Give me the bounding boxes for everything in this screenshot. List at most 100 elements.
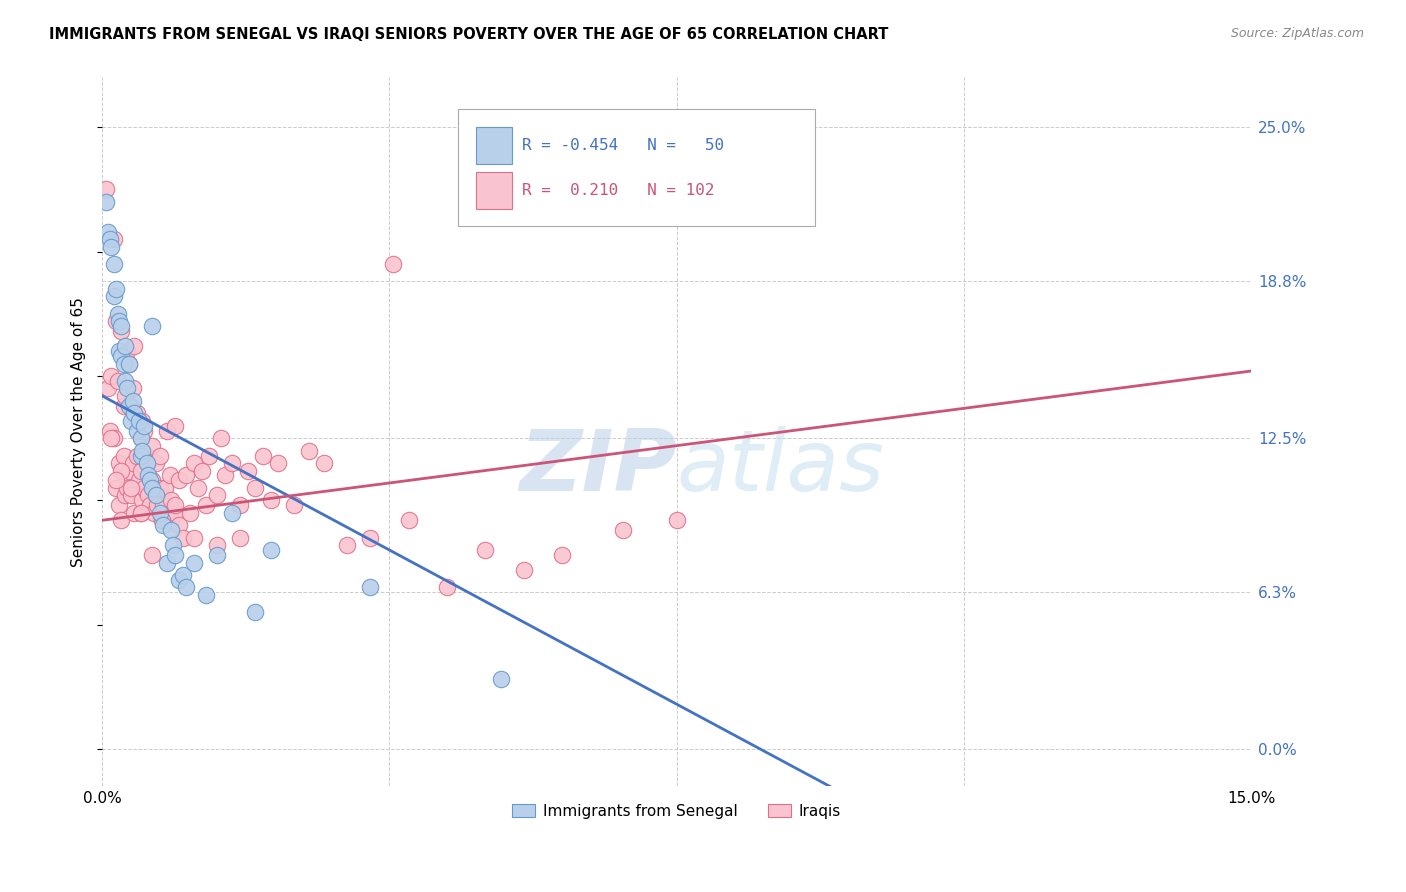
Point: [118, 463, 141, 477]
Point: [115, 381, 138, 395]
Point: [121, 456, 143, 470]
Point: [160, 513, 183, 527]
Point: [138, 474, 160, 488]
Point: [141, 439, 163, 453]
Point: [98, 232, 121, 246]
Point: [146, 499, 169, 513]
Point: [110, 324, 132, 338]
Point: [176, 581, 198, 595]
Text: Source: ZipAtlas.com: Source: ZipAtlas.com: [1230, 27, 1364, 40]
Point: [551, 548, 574, 562]
Point: [134, 481, 156, 495]
Point: [149, 506, 172, 520]
Point: [156, 556, 179, 570]
Point: [112, 357, 135, 371]
Point: [156, 424, 179, 438]
Point: [214, 468, 236, 483]
Point: [245, 605, 267, 619]
Point: [103, 257, 125, 271]
Point: [124, 406, 146, 420]
Point: [103, 431, 125, 445]
Point: [129, 449, 152, 463]
Point: [114, 339, 136, 353]
Point: [100, 431, 122, 445]
Point: [612, 523, 634, 537]
Point: [103, 232, 125, 246]
Point: [183, 556, 205, 570]
Point: [118, 399, 141, 413]
Point: [120, 488, 142, 502]
Point: [129, 506, 152, 520]
Point: [359, 531, 381, 545]
Point: [108, 456, 131, 470]
Point: [105, 314, 128, 328]
Point: [115, 481, 138, 495]
Point: [172, 531, 194, 545]
Point: [114, 374, 136, 388]
Point: [179, 506, 201, 520]
Point: [138, 499, 160, 513]
Point: [134, 418, 156, 433]
Point: [107, 374, 129, 388]
Point: [252, 449, 274, 463]
Point: [163, 418, 186, 433]
Point: [145, 456, 167, 470]
Point: [131, 414, 153, 428]
Point: [145, 488, 167, 502]
Point: [209, 431, 232, 445]
Point: [245, 481, 267, 495]
Point: [283, 499, 305, 513]
Point: [124, 506, 146, 520]
Point: [110, 319, 132, 334]
Point: [152, 518, 174, 533]
Point: [236, 463, 259, 477]
Text: IMMIGRANTS FROM SENEGAL VS IRAQI SENIORS POVERTY OVER THE AGE OF 65 CORRELATION : IMMIGRANTS FROM SENEGAL VS IRAQI SENIORS…: [49, 27, 889, 42]
Point: [110, 463, 132, 477]
Point: [135, 456, 157, 470]
Point: [194, 588, 217, 602]
Point: [194, 499, 217, 513]
Point: [141, 474, 163, 488]
Point: [152, 499, 174, 513]
Point: [205, 488, 228, 502]
Point: [183, 531, 205, 545]
Point: [112, 399, 135, 413]
Point: [129, 463, 152, 477]
Point: [167, 518, 190, 533]
Point: [153, 481, 176, 495]
Point: [94, 194, 117, 209]
Point: [382, 257, 405, 271]
Point: [108, 344, 131, 359]
Point: [221, 456, 243, 470]
Point: [260, 493, 283, 508]
Point: [105, 282, 128, 296]
Point: [110, 349, 132, 363]
Point: [136, 488, 159, 502]
Point: [159, 468, 181, 483]
Point: [112, 449, 135, 463]
Point: [436, 581, 458, 595]
Point: [160, 523, 183, 537]
Legend: Immigrants from Senegal, Iraqis: Immigrants from Senegal, Iraqis: [506, 797, 848, 825]
Point: [128, 474, 150, 488]
Point: [136, 468, 159, 483]
Point: [229, 531, 252, 545]
Point: [267, 456, 290, 470]
Point: [124, 339, 146, 353]
Point: [114, 488, 136, 502]
Point: [221, 506, 243, 520]
Point: [145, 488, 167, 502]
Point: [141, 481, 163, 495]
Point: [489, 673, 512, 687]
Point: [110, 513, 132, 527]
Point: [98, 424, 121, 438]
Point: [125, 406, 148, 420]
Point: [108, 314, 131, 328]
Point: [183, 456, 205, 470]
Point: [149, 449, 172, 463]
Point: [198, 449, 221, 463]
Point: [135, 449, 157, 463]
Point: [163, 548, 186, 562]
Point: [141, 548, 163, 562]
Point: [359, 581, 381, 595]
